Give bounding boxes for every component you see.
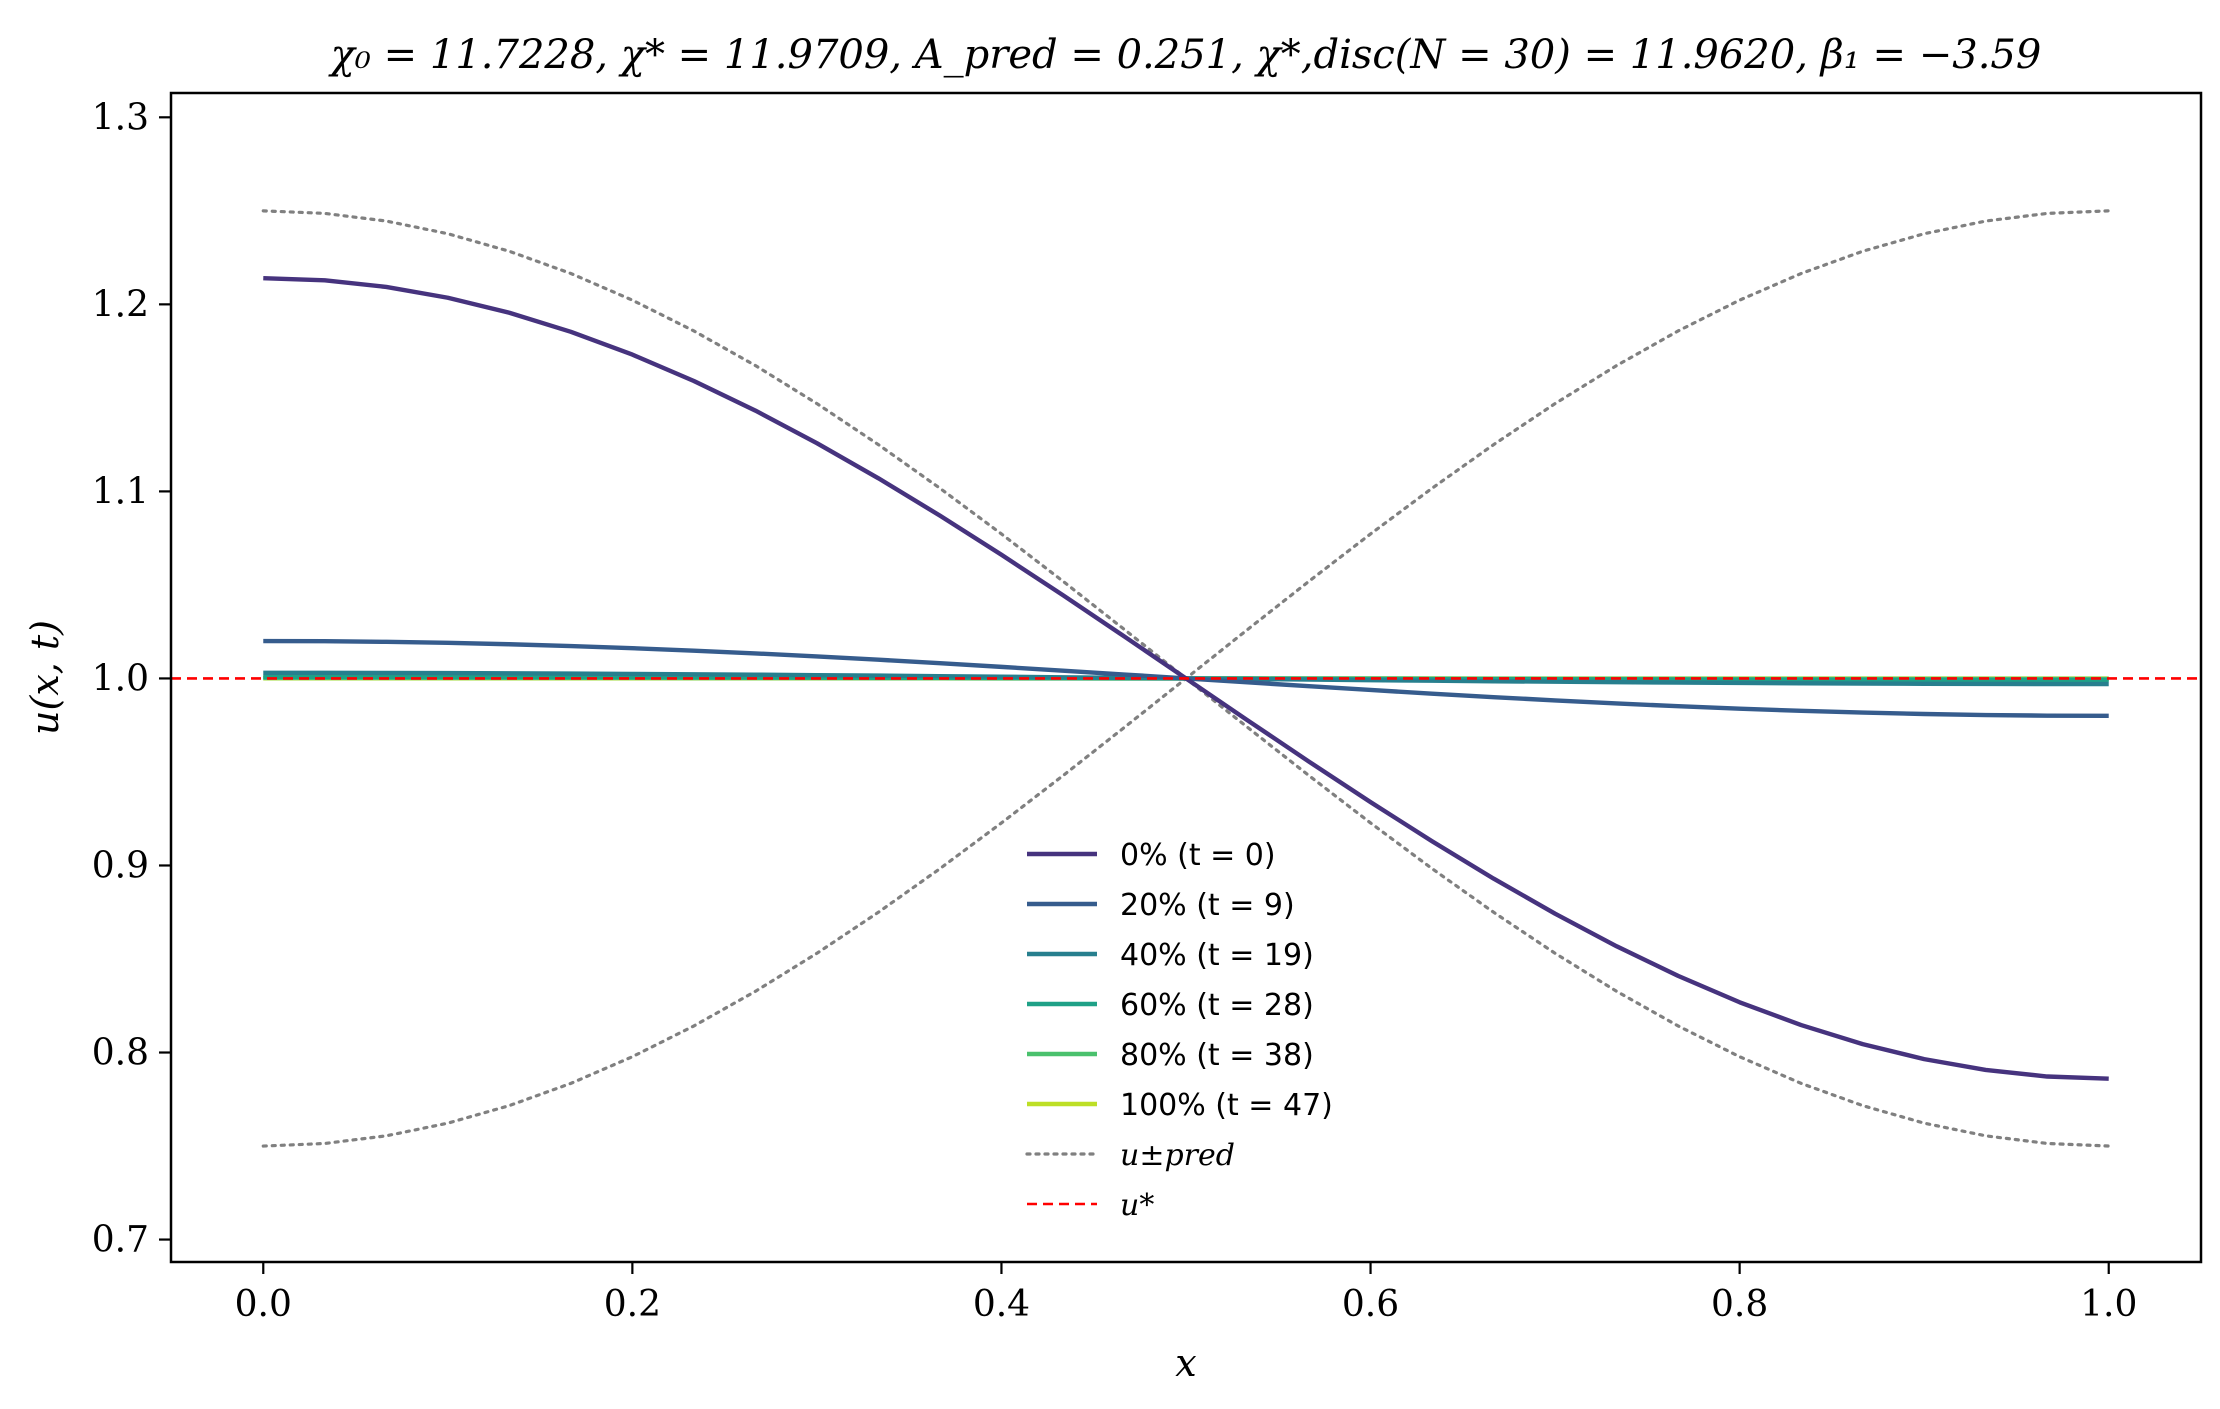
chart-title: χ₀ = 11.7228, χ* = 11.9709, A_pred = 0.2…	[328, 32, 2042, 78]
y-tick-label: 1.1	[92, 471, 149, 512]
legend-label: 100% (t = 47)	[1120, 1088, 1333, 1123]
y-tick-label: 0.9	[92, 845, 149, 886]
legend-label: 0% (t = 0)	[1120, 838, 1276, 873]
legend-label: 20% (t = 9)	[1120, 888, 1295, 923]
x-tick-label: 0.2	[604, 1284, 661, 1325]
x-tick-label: 0.6	[1342, 1284, 1399, 1325]
x-tick-label: 0.8	[1711, 1284, 1768, 1325]
y-tick-label: 0.8	[92, 1033, 149, 1074]
y-axis-label: u(x, t)	[23, 620, 67, 735]
legend-label: u±pred	[1120, 1138, 1235, 1173]
legend-label: u*	[1120, 1188, 1154, 1223]
y-tick-label: 1.0	[92, 658, 149, 699]
legend-label: 40% (t = 19)	[1120, 938, 1314, 973]
x-axis: 0.0 0.2 0.4 0.6 0.8 1.0	[235, 1262, 2137, 1325]
y-tick-label: 1.2	[92, 284, 149, 325]
y-tick-label: 1.3	[92, 97, 149, 138]
legend-label: 60% (t = 28)	[1120, 988, 1314, 1023]
x-tick-label: 0.0	[235, 1284, 292, 1325]
y-axis: 0.7 0.8 0.9 1.0 1.1 1.2 1.3	[92, 97, 171, 1261]
x-tick-label: 1.0	[2080, 1284, 2137, 1325]
x-axis-label: x	[1175, 1341, 1196, 1385]
x-tick-label: 0.4	[973, 1284, 1030, 1325]
legend: 0% (t = 0) 20% (t = 9) 40% (t = 19) 60% (t …	[1025, 838, 1333, 1223]
y-tick-label: 0.7	[92, 1220, 149, 1261]
plot-area	[171, 209, 2201, 1148]
legend-label: 80% (t = 38)	[1120, 1038, 1314, 1073]
plot-frame	[169, 91, 2203, 1264]
